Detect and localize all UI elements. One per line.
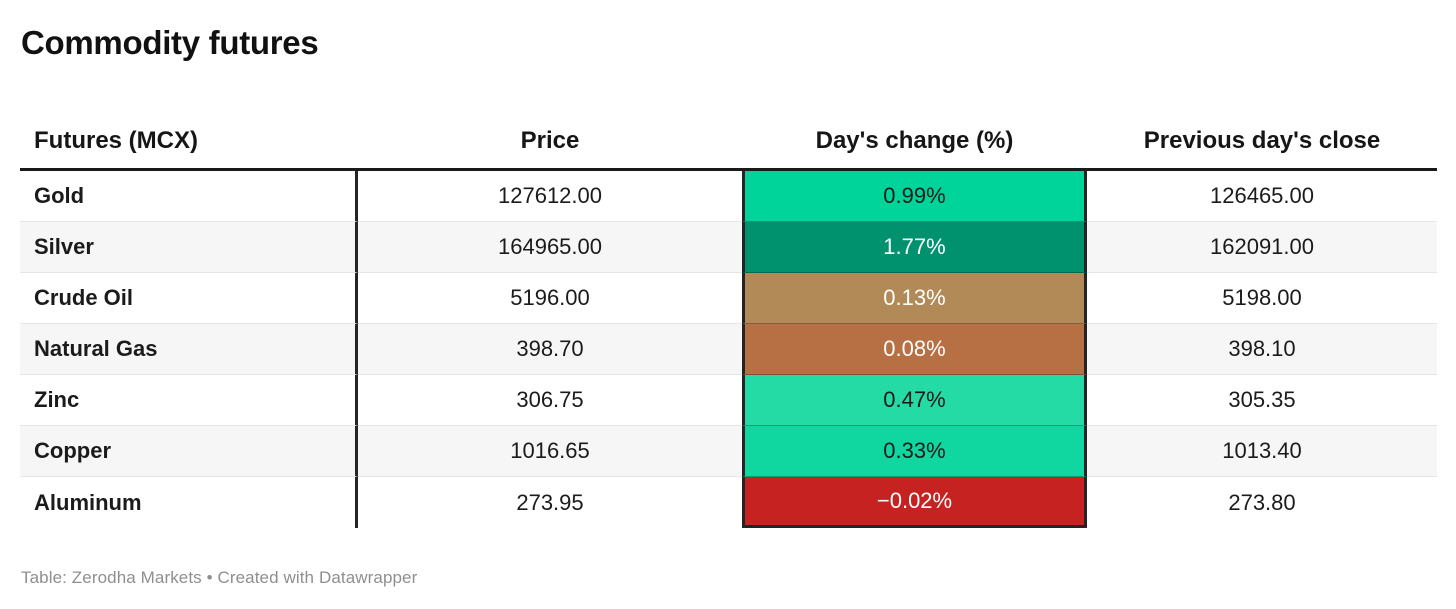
prev-close-cell: 273.80 [1087,477,1437,528]
price-cell: 127612.00 [358,171,742,222]
table-row: Copper 1016.65 0.33% 1013.40 [20,426,1437,477]
futures-cell: Silver [20,222,358,273]
futures-cell: Zinc [20,375,358,426]
price-cell: 306.75 [358,375,742,426]
price-cell: 1016.65 [358,426,742,477]
day-change-cell: 0.47% [742,375,1087,426]
table-row: Silver 164965.00 1.77% 162091.00 [20,222,1437,273]
prev-close-cell: 126465.00 [1087,171,1437,222]
day-change-cell: 0.33% [742,426,1087,477]
attribution-text: Table: Zerodha Markets • Created with Da… [21,568,418,587]
prev-close-cell: 1013.40 [1087,426,1437,477]
futures-cell: Aluminum [20,477,358,528]
day-change-cell: 0.13% [742,273,1087,324]
day-change-cell: 0.08% [742,324,1087,375]
futures-cell: Gold [20,171,358,222]
table-row: Zinc 306.75 0.47% 305.35 [20,375,1437,426]
price-cell: 164965.00 [358,222,742,273]
page-title: Commodity futures [21,24,319,61]
day-change-cell: 1.77% [742,222,1087,273]
futures-cell: Copper [20,426,358,477]
futures-cell: Crude Oil [20,273,358,324]
table-row: Natural Gas 398.70 0.08% 398.10 [20,324,1437,375]
prev-close-cell: 398.10 [1087,324,1437,375]
table-row: Aluminum 273.95 −0.02% 273.80 [20,477,1437,528]
column-header-day-change: Day's change (%) [742,100,1087,171]
price-cell: 5196.00 [358,273,742,324]
day-change-cell: −0.02% [742,477,1087,528]
futures-cell: Natural Gas [20,324,358,375]
table-row: Crude Oil 5196.00 0.13% 5198.00 [20,273,1437,324]
header-row: Futures (MCX) Price Day's change (%) Pre… [20,100,1437,171]
price-cell: 273.95 [358,477,742,528]
prev-close-cell: 162091.00 [1087,222,1437,273]
column-header-prev-close: Previous day's close [1087,100,1437,171]
column-header-futures: Futures (MCX) [20,100,358,171]
day-change-cell: 0.99% [742,171,1087,222]
prev-close-cell: 305.35 [1087,375,1437,426]
price-cell: 398.70 [358,324,742,375]
prev-close-cell: 5198.00 [1087,273,1437,324]
table-row: Gold 127612.00 0.99% 126465.00 [20,171,1437,222]
column-header-price: Price [358,100,742,171]
commodity-futures-table: Futures (MCX) Price Day's change (%) Pre… [20,100,1437,528]
